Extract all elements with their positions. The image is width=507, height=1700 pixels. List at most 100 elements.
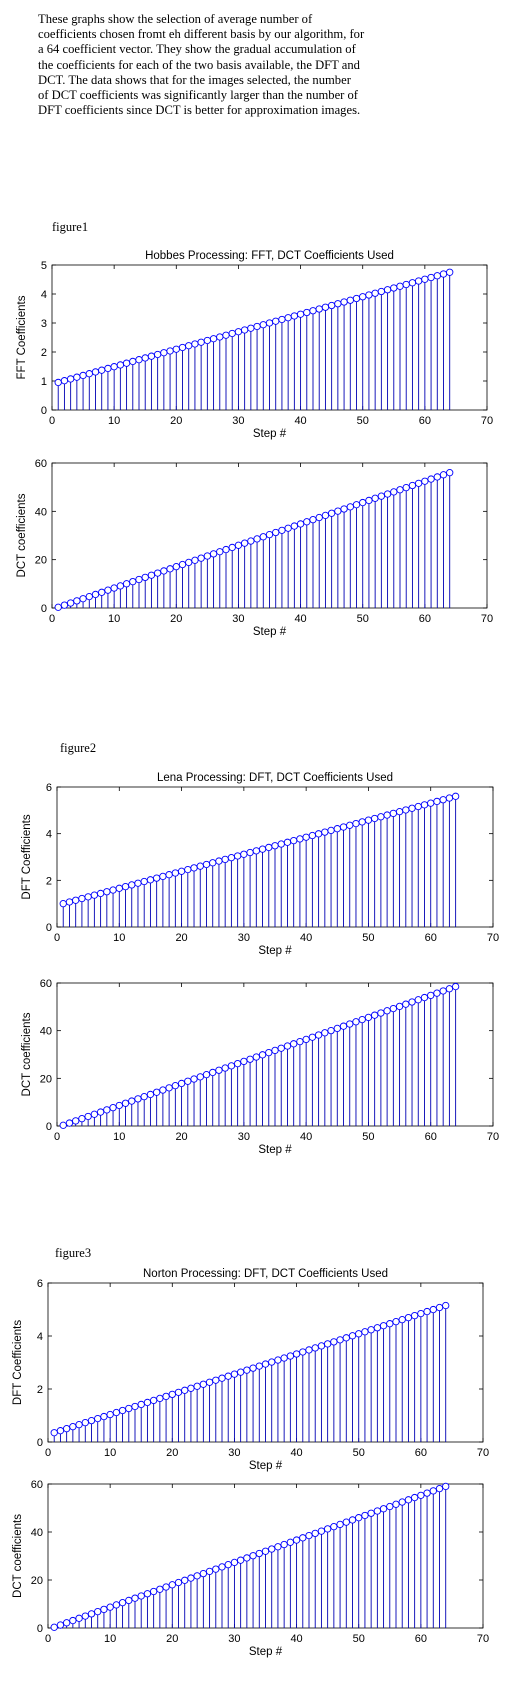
stem-marker xyxy=(146,1090,155,1099)
stem-marker xyxy=(149,1396,158,1405)
stem-marker xyxy=(290,836,298,845)
stem-marker xyxy=(128,1097,136,1105)
stem-marker xyxy=(177,1079,186,1088)
stem-marker xyxy=(62,1425,71,1433)
stem-marker xyxy=(205,1567,214,1576)
stem-marker xyxy=(446,268,454,276)
stem-marker xyxy=(240,539,249,547)
stem-marker xyxy=(274,1543,282,1551)
stem-marker xyxy=(417,1491,425,1499)
stem-marker xyxy=(81,1418,89,1427)
stem-marker xyxy=(116,361,125,369)
stem-marker xyxy=(361,1328,369,1336)
stem-marker xyxy=(149,1587,158,1596)
y-tick-label: 40 xyxy=(31,1527,43,1539)
stem-marker xyxy=(141,573,149,582)
stem-marker xyxy=(196,1073,204,1081)
x-tick-label: 40 xyxy=(300,1131,312,1143)
stem-marker xyxy=(355,1330,363,1338)
x-tick-label: 0 xyxy=(49,613,55,625)
stem-marker xyxy=(216,548,224,556)
stem-marker xyxy=(420,801,429,809)
stem-marker xyxy=(305,1531,313,1540)
stem-marker xyxy=(98,588,106,596)
intro-line: the coefficients for each of the two bas… xyxy=(38,57,360,72)
stem-marker xyxy=(103,1106,111,1114)
stem-marker xyxy=(277,1044,285,1052)
stem-marker xyxy=(227,1062,236,1070)
stem-marker xyxy=(143,1590,152,1598)
stem-marker xyxy=(402,280,410,289)
stem-marker xyxy=(129,357,137,366)
stem-marker xyxy=(166,347,174,355)
stem-marker xyxy=(121,882,130,891)
stem-marker xyxy=(392,1500,400,1508)
stem-marker xyxy=(330,1338,338,1346)
stem-marker xyxy=(81,1612,89,1620)
stem-marker xyxy=(361,1511,369,1520)
stem-marker xyxy=(334,507,342,515)
stem-marker xyxy=(258,845,267,853)
stem-marker xyxy=(346,503,354,511)
stem-marker xyxy=(65,898,74,906)
stem-marker xyxy=(50,1623,58,1631)
stem-marker xyxy=(233,1059,242,1068)
stem-marker xyxy=(100,1412,108,1421)
stem-marker xyxy=(364,1013,373,1022)
stem-marker xyxy=(296,310,305,318)
stem-marker xyxy=(122,359,131,367)
stem-marker xyxy=(203,552,212,560)
stem-marker xyxy=(373,1324,382,1332)
stem-marker xyxy=(228,329,236,338)
stem-marker xyxy=(128,881,136,889)
stem-marker xyxy=(408,481,417,490)
stem-marker xyxy=(408,998,416,1006)
stem-marker xyxy=(141,354,149,362)
x-tick-label: 60 xyxy=(415,1633,427,1645)
stem-marker xyxy=(227,854,236,862)
stem-marker xyxy=(153,1088,161,1096)
stem-chart-4: 0 10 20 30 40 50 60 70 0 20 40 60 Step # DCT coeffici… xyxy=(21,978,499,1156)
stem-marker xyxy=(84,893,92,901)
y-tick-label: 0 xyxy=(37,1437,43,1449)
stem-marker xyxy=(451,982,460,991)
stem-marker xyxy=(317,1342,326,1350)
x-tick-label: 70 xyxy=(481,415,493,427)
intro-line: These graphs show the selection of avera… xyxy=(38,12,313,26)
stem-marker xyxy=(404,1313,413,1322)
stem-marker xyxy=(205,1378,214,1386)
stem-marker xyxy=(427,799,435,807)
x-tick-label: 0 xyxy=(54,1131,60,1143)
stem-marker xyxy=(253,322,261,331)
x-tick-label: 0 xyxy=(49,415,55,427)
stem-marker xyxy=(255,1362,263,1370)
stem-marker xyxy=(135,575,143,584)
stem-marker xyxy=(178,560,187,569)
stem-marker xyxy=(396,486,404,494)
stem-marker xyxy=(73,597,81,605)
stem-marker xyxy=(286,1538,295,1546)
stem-marker xyxy=(284,314,292,322)
stem-marker xyxy=(340,298,348,306)
y-axis-label: DCT coefficients xyxy=(12,1514,24,1598)
stem-marker xyxy=(389,1004,397,1013)
stem-marker xyxy=(321,511,330,520)
stem-marker xyxy=(221,1064,229,1072)
stem-marker xyxy=(439,270,448,278)
y-tick-label: 0 xyxy=(41,603,47,615)
stem-marker xyxy=(414,802,422,811)
stem-marker xyxy=(131,1594,139,1602)
stem-marker xyxy=(60,377,69,385)
stem-marker xyxy=(153,874,161,882)
x-axis-label: Step # xyxy=(258,945,292,957)
stem-marker xyxy=(171,1082,179,1090)
figure2-label: figure2 xyxy=(60,741,97,755)
x-tick-label: 20 xyxy=(166,1447,178,1459)
stem-marker xyxy=(346,1020,354,1028)
stem-marker xyxy=(286,1352,295,1360)
x-tick-label: 20 xyxy=(166,1633,178,1645)
stem-marker xyxy=(181,1576,189,1584)
stem-marker xyxy=(433,989,441,997)
stem-marker xyxy=(69,1423,77,1431)
stem-marker xyxy=(333,1024,341,1033)
